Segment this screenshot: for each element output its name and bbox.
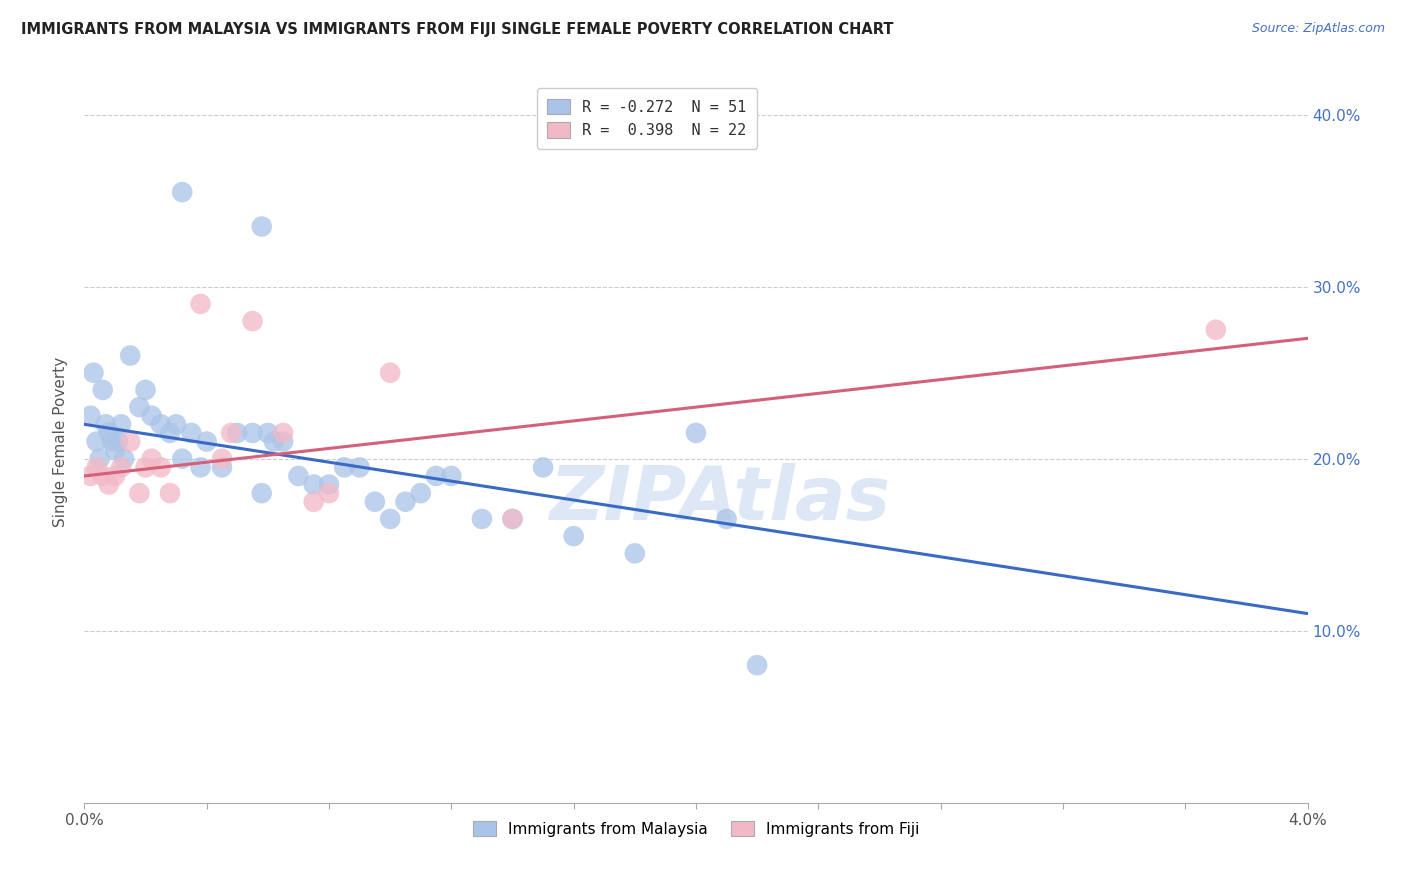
Point	[242, 425, 264, 440]
Point	[1205, 323, 1227, 337]
Point	[83, 366, 105, 380]
Point	[141, 451, 163, 466]
Point	[172, 451, 194, 466]
Point	[271, 425, 294, 440]
Y-axis label: Single Female Poverty: Single Female Poverty	[53, 357, 69, 526]
Point	[250, 219, 273, 234]
Point	[79, 409, 101, 423]
Point	[425, 469, 447, 483]
Point	[349, 460, 371, 475]
Point	[86, 434, 108, 449]
Point	[302, 477, 325, 491]
Point	[440, 469, 463, 483]
Point	[271, 434, 294, 449]
Point	[112, 451, 135, 466]
Point	[562, 529, 585, 543]
Point	[318, 486, 340, 500]
Point	[110, 417, 132, 432]
Point	[409, 486, 432, 500]
Point	[263, 434, 285, 449]
Text: ZIPAtlas: ZIPAtlas	[550, 463, 891, 536]
Point	[364, 494, 387, 508]
Point	[502, 512, 524, 526]
Point	[747, 658, 769, 673]
Point	[128, 400, 150, 414]
Text: IMMIGRANTS FROM MALAYSIA VS IMMIGRANTS FROM FIJI SINGLE FEMALE POVERTY CORRELATI: IMMIGRANTS FROM MALAYSIA VS IMMIGRANTS F…	[21, 22, 894, 37]
Point	[135, 383, 157, 397]
Point	[219, 425, 242, 440]
Point	[104, 443, 127, 458]
Point	[242, 314, 264, 328]
Point	[149, 460, 172, 475]
Point	[91, 469, 114, 483]
Point	[79, 469, 101, 483]
Point	[333, 460, 356, 475]
Point	[211, 451, 233, 466]
Point	[120, 434, 142, 449]
Point	[318, 477, 340, 491]
Point	[226, 425, 249, 440]
Point	[91, 383, 114, 397]
Point	[531, 460, 554, 475]
Point	[120, 349, 142, 363]
Point	[94, 417, 117, 432]
Point	[107, 434, 129, 449]
Text: Source: ZipAtlas.com: Source: ZipAtlas.com	[1251, 22, 1385, 36]
Point	[250, 486, 273, 500]
Point	[211, 460, 233, 475]
Point	[149, 417, 172, 432]
Point	[135, 460, 157, 475]
Point	[165, 417, 187, 432]
Point	[128, 486, 150, 500]
Point	[172, 185, 194, 199]
Point	[195, 434, 218, 449]
Point	[97, 425, 120, 440]
Point	[685, 425, 707, 440]
Point	[159, 486, 181, 500]
Point	[86, 460, 108, 475]
Point	[257, 425, 280, 440]
Point	[471, 512, 494, 526]
Point	[624, 546, 647, 560]
Point	[97, 477, 120, 491]
Point	[716, 512, 738, 526]
Point	[110, 460, 132, 475]
Point	[141, 409, 163, 423]
Point	[380, 512, 402, 526]
Point	[89, 451, 111, 466]
Point	[159, 425, 181, 440]
Point	[287, 469, 309, 483]
Point	[104, 469, 127, 483]
Point	[302, 494, 325, 508]
Point	[180, 425, 202, 440]
Point	[190, 297, 212, 311]
Point	[190, 460, 212, 475]
Legend: Immigrants from Malaysia, Immigrants from Fiji: Immigrants from Malaysia, Immigrants fro…	[464, 812, 928, 846]
Point	[502, 512, 524, 526]
Point	[380, 366, 402, 380]
Point	[394, 494, 416, 508]
Point	[101, 434, 124, 449]
